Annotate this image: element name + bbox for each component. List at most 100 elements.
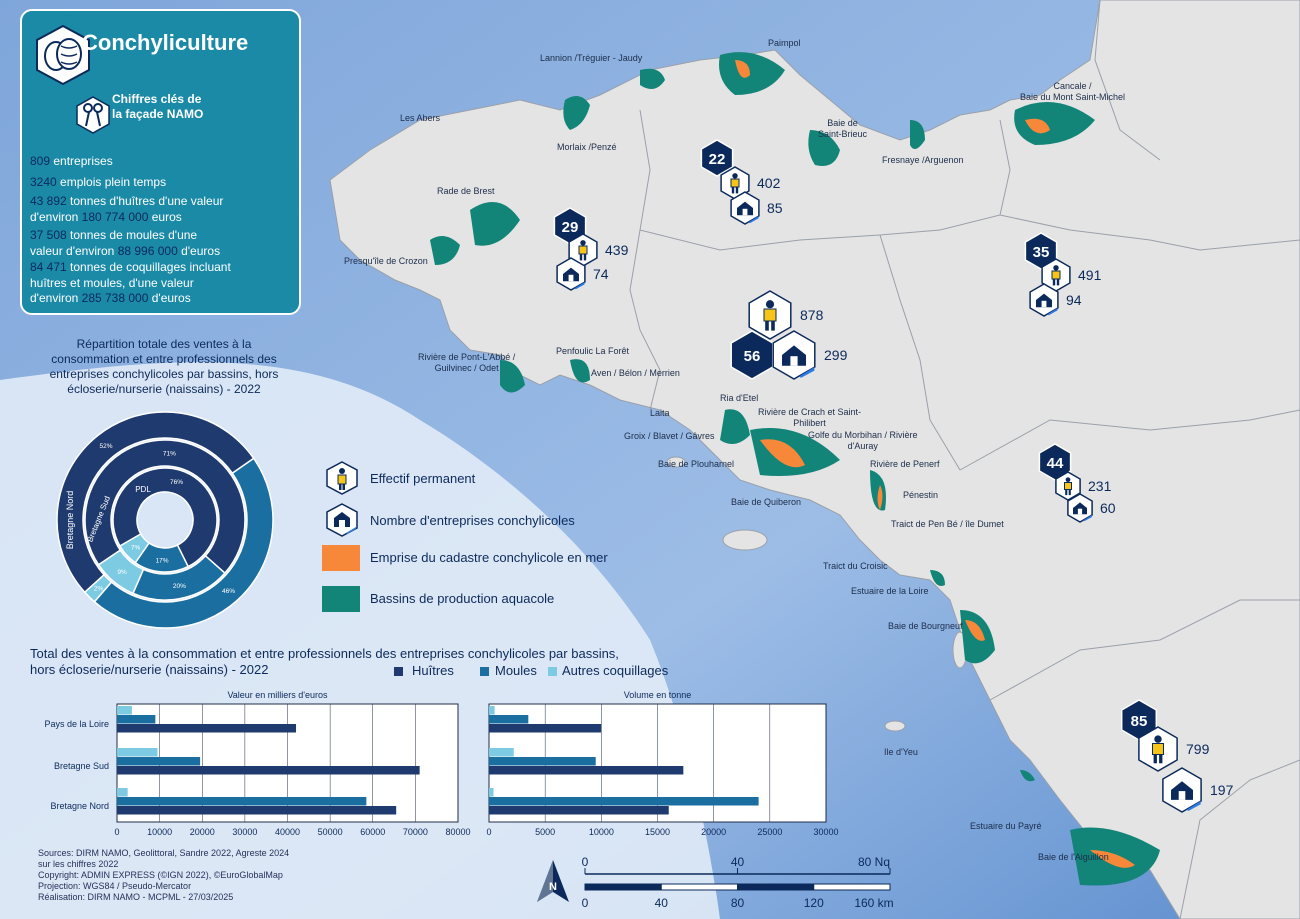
key-figures-title: Chiffres clés de la façade NAMO [112, 92, 203, 122]
scale-tick-label: 40 [731, 855, 745, 869]
bar-legend-label: Moules [495, 663, 537, 678]
entreprises-value: 74 [593, 266, 609, 282]
place-label: Les Abers [400, 113, 441, 123]
place-label: Presqu'île de Crozon [344, 256, 428, 266]
fact-text: d'euros [177, 244, 221, 258]
credit-line: Sources: DIRM NAMO, Geolittoral, Sandre … [38, 848, 290, 858]
tick-label: 50000 [318, 827, 343, 837]
place-label: Baie de Plouharnel [658, 459, 735, 469]
fact-text: valeur d'environ [30, 244, 118, 258]
place-label: Fresnaye /Arguenon [882, 155, 964, 165]
donut-slice-label: 71% [163, 451, 176, 458]
place-label: Golfe du Morbihan / Rivière d'Auray [808, 430, 918, 451]
scale-segment [737, 883, 815, 891]
scale-segment [660, 883, 738, 891]
donut-slice-label: 46% [222, 588, 235, 595]
place-label: Penfoulic La Forêt [556, 346, 630, 356]
basin-number: 44 [1047, 455, 1064, 472]
fact-text: d'environ [30, 210, 82, 224]
category-label: Pays de la Loire [44, 719, 109, 729]
bar-title-line: hors écloserie/nurserie (naissains) - 20… [30, 662, 269, 677]
keys-icon [76, 96, 110, 134]
scale-segment [584, 883, 662, 891]
category-label: Bretagne Sud [54, 761, 109, 771]
bar [117, 757, 201, 766]
fact-text: euros [148, 210, 182, 224]
entreprises-value: 60 [1100, 500, 1116, 516]
donut-slice [84, 439, 246, 575]
bar [117, 706, 132, 715]
effectif-value: 439 [605, 242, 629, 258]
bar-legend-label: Autres coquillages [562, 663, 669, 678]
place-label: Ria d'Etel [720, 393, 759, 403]
scale-segment [813, 883, 891, 891]
fact-number: 84 471 [30, 260, 67, 274]
credits: Sources: DIRM NAMO, Geolittoral, Sandre … [38, 848, 289, 903]
svg-text:N: N [549, 881, 557, 893]
building-icon [326, 503, 358, 537]
place-label: Rivière de Crach et Saint- Philibert [758, 407, 862, 428]
tick-label: 30000 [232, 827, 257, 837]
donut-slice-label: 52% [99, 443, 112, 450]
basin-number: 85 [1131, 713, 1148, 730]
category-label: Bretagne Nord [50, 801, 109, 811]
bar [117, 766, 420, 775]
donut-slice [97, 549, 145, 595]
place-label: Estuaire de la Loire [851, 586, 929, 596]
tick-label: 60000 [360, 827, 385, 837]
donut-slice [112, 467, 218, 568]
place-label: Pénestin [903, 490, 939, 500]
effectif-value: 878 [800, 307, 824, 323]
entreprises-value: 94 [1066, 292, 1082, 308]
tick-label: 30000 [813, 827, 838, 837]
effectif-value: 491 [1078, 267, 1102, 283]
key-figure-line: 3240 emplois plein temps [30, 174, 166, 190]
donut-slice-label: 9% [117, 569, 127, 576]
effectif-value: 231 [1088, 478, 1112, 494]
tick-label: 0 [486, 827, 491, 837]
place-label: Baie de Quiberon [731, 497, 802, 507]
basin-hex [1038, 443, 1072, 481]
island-yeu [884, 720, 906, 732]
tick-label: 10000 [147, 827, 172, 837]
place-label: Traict de Pen Bé / île Dumet [891, 519, 1004, 529]
page-title: Conchyliculture [82, 30, 249, 55]
bar-chart-title: Valeur en milliers d'euros [227, 690, 328, 700]
basin-hex [700, 139, 734, 177]
bar [489, 715, 529, 724]
fact-number: 180 774 000 [81, 210, 149, 224]
place-label: Traict du Croisic [823, 561, 888, 571]
scale-bar: 0 40 80 Nq 0 40 80 120 160 km [582, 855, 894, 910]
fact-text: tonnes de coquillages incluant [66, 260, 231, 274]
key-figure-line: 43 892 tonnes d'huîtres d'une valeur [30, 193, 223, 209]
credit-line: Projection: WGS84 / Pseudo-Mercator [38, 881, 192, 891]
donut-slice-label: 20% [173, 583, 186, 590]
bar [117, 788, 128, 797]
legend-label: Nombre d'entreprises conchylicoles [370, 513, 575, 528]
fact-number: 285 738 000 [81, 291, 149, 305]
bar [489, 724, 602, 733]
tick-label: 25000 [757, 827, 782, 837]
key-figure-line: 84 471 tonnes de coquillages incluant [30, 259, 231, 275]
tick-label: 20000 [701, 827, 726, 837]
key-figure-line: d'environ 180 774 000 euros [30, 209, 182, 225]
donut-ring-label: Bretagne Nord [65, 491, 75, 550]
island-belle-ile [722, 529, 768, 551]
key-figures-title-line: Chiffres clés de [112, 92, 202, 106]
scale-tick-label: 0 [582, 855, 589, 869]
place-label: Cancale / Baie du Mont Saint-Michel [1020, 81, 1126, 102]
fact-number: 3240 [30, 175, 57, 189]
key-figure-line: 37 508 tonnes de moules d'une [30, 227, 197, 243]
place-label: Estuaire du Payré [970, 821, 1042, 831]
place-label: Laita [650, 408, 670, 418]
bar [489, 806, 669, 815]
key-figure-line: d'environ 285 738 000 d'euros [30, 290, 191, 306]
bar [489, 706, 495, 715]
scale-tick-label: 160 km [854, 896, 893, 910]
credit-line: Copyright: ADMIN EXPRESS (©IGN 2022), ©E… [38, 870, 283, 880]
fact-number: 88 996 000 [117, 244, 178, 258]
island-groix [666, 456, 686, 468]
place-label: Rivière de Penerf [870, 459, 940, 469]
fact-number: 37 508 [30, 228, 67, 242]
